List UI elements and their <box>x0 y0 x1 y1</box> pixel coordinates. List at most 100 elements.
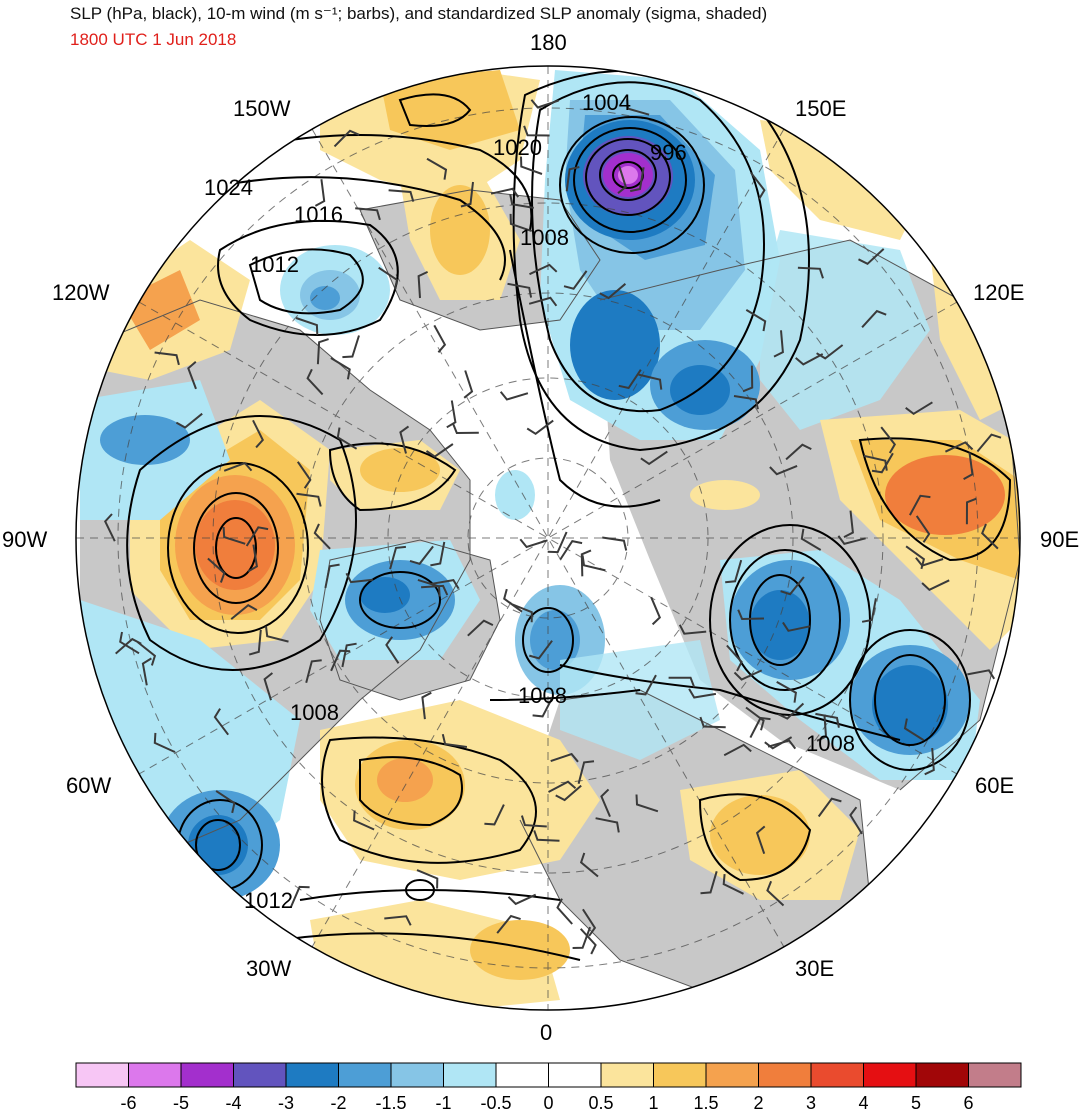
wind-barb <box>581 555 606 572</box>
anomaly-pos-pole-patch <box>690 480 760 510</box>
colorbar-swatch <box>810 1062 864 1088</box>
wind-barb <box>295 317 319 336</box>
colorbar-swatch <box>233 1062 287 1088</box>
wind-barb <box>119 631 140 655</box>
anomaly-pos-arctic-arch-core <box>360 448 440 492</box>
wind-barb <box>880 426 897 454</box>
anomaly-pos-north-atlantic-core2 <box>377 758 433 802</box>
wind-barb <box>137 641 157 666</box>
colorbar-tick-label: -0.5 <box>480 1093 511 1112</box>
colorbar-tick-label: 4 <box>858 1093 868 1112</box>
colorbar-tick-label: -1 <box>435 1093 451 1112</box>
wind-barb <box>861 598 877 623</box>
wind-barb <box>333 129 360 148</box>
wind-barb <box>782 621 811 632</box>
wind-barb <box>640 450 668 466</box>
wind-barb <box>213 708 229 736</box>
wind-barb <box>965 497 977 525</box>
wind-barb <box>797 266 824 279</box>
isobar-label-1004: 1004 <box>582 90 631 115</box>
wind-barb <box>530 99 559 109</box>
wind-barb <box>313 523 331 550</box>
wind-barb <box>580 549 592 577</box>
wind-barb <box>532 696 554 718</box>
wind-barb <box>289 885 310 908</box>
lon-label-90w: 90W <box>2 527 47 552</box>
colorbar-swatch <box>653 1062 707 1088</box>
lon-label-0: 0 <box>540 1020 552 1045</box>
wind-barb <box>800 528 822 551</box>
wind-barb <box>296 492 322 507</box>
wind-barb <box>222 527 246 545</box>
wind-barb <box>976 433 1002 453</box>
wind-barb <box>467 619 494 637</box>
isobar-label-996: 996 <box>650 140 687 165</box>
wind-barb <box>519 538 548 549</box>
wind-barb <box>252 419 264 449</box>
lon-label-120w: 120W <box>52 280 110 305</box>
wind-barb <box>843 510 854 538</box>
wind-barb <box>388 189 415 202</box>
map-layers <box>76 66 1020 1010</box>
wind-barb <box>905 545 926 570</box>
isobar-label-1008-central: 1008 <box>518 683 567 708</box>
wind-barb <box>342 335 360 359</box>
wind-barb <box>230 603 258 620</box>
isobar-label-1008-north: 1008 <box>520 225 569 250</box>
wind-barb <box>776 681 797 703</box>
colorbar-swatch <box>128 1062 182 1088</box>
wind-barb <box>600 788 611 817</box>
anomaly-neg-siberia-c <box>670 365 730 415</box>
wind-barb <box>548 780 577 793</box>
wind-barb <box>849 806 863 835</box>
wind-barb <box>341 642 357 668</box>
wind-barb <box>104 513 116 542</box>
wind-barb <box>223 461 253 472</box>
colorbar-tick-label: 3 <box>806 1093 816 1112</box>
colorbar-tick-label: 5 <box>911 1093 921 1112</box>
wind-barb <box>431 579 460 590</box>
colorbar-tick-label: -2 <box>330 1093 346 1112</box>
wind-barb <box>582 908 597 937</box>
wind-barb <box>618 369 642 390</box>
wind-barb <box>452 423 479 435</box>
wind-barb <box>725 559 743 584</box>
colorbar-tick-label: -5 <box>173 1093 189 1112</box>
isobar-label-1008-east: 1008 <box>806 731 855 756</box>
anomaly-pos-ne-corner <box>760 120 920 240</box>
colorbar-tick-label: -3 <box>278 1093 294 1112</box>
wind-barb <box>384 915 412 926</box>
wind-barb <box>296 461 312 489</box>
wind-barb <box>520 156 543 175</box>
wind-barb <box>314 179 326 207</box>
wind-barb <box>336 427 358 450</box>
colorbar: -6 -5 -4 -3 -2 -1.5 -1 -0.5 0 0.5 1 1.5 2 3 4 5 6 <box>75 1062 1022 1112</box>
wind-barb <box>629 167 645 193</box>
wind-barb <box>766 880 785 907</box>
wind-barb <box>496 914 521 934</box>
wind-barb <box>187 360 197 390</box>
colorbar-swatch <box>75 1062 129 1088</box>
wind-barb <box>559 539 583 561</box>
wind-barb <box>563 270 588 290</box>
wind-barb <box>526 419 554 436</box>
wind-barb <box>529 263 558 276</box>
wind-barb <box>909 494 931 516</box>
wind-barb <box>837 535 866 546</box>
wind-barb <box>503 588 523 613</box>
wind-barb <box>215 790 236 814</box>
wind-barb <box>699 716 726 729</box>
wind-barb <box>750 172 766 200</box>
wind-barb <box>463 370 474 399</box>
chart-datetime: 1800 UTC 1 Jun 2018 <box>70 30 237 49</box>
wind-barb <box>944 441 974 453</box>
wind-barb <box>817 797 842 818</box>
wind-barb <box>555 784 582 802</box>
lon-label-30e: 30E <box>795 956 834 981</box>
wind-barb <box>780 576 805 596</box>
wind-barb <box>389 545 407 570</box>
anomaly-pos-alaska-core <box>430 185 490 275</box>
colorbar-tick-label: -4 <box>225 1093 241 1112</box>
wind-barb <box>330 649 351 672</box>
